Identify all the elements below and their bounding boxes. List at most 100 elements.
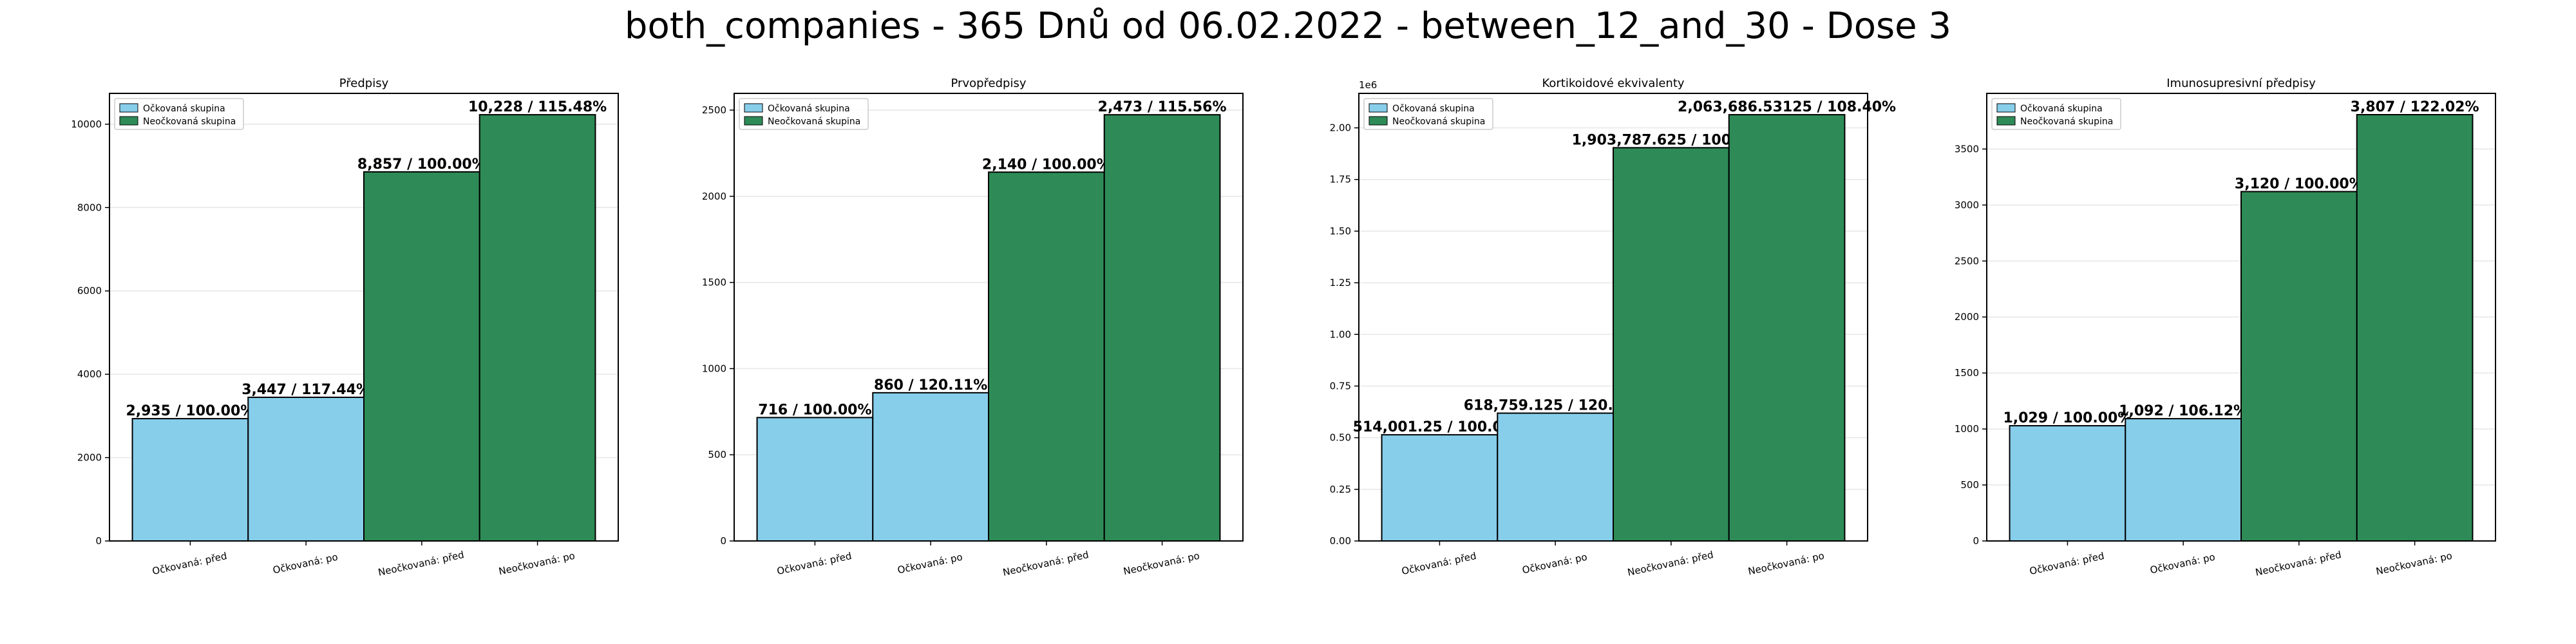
figure-title: both_companies - 365 Dnů od 06.02.2022 -… — [624, 5, 1952, 47]
x-tick-label: Očkovaná: před — [1401, 550, 1477, 577]
x-tick-label: Očkovaná: po — [272, 551, 339, 576]
bar — [131, 418, 249, 542]
legend-box — [114, 98, 244, 130]
x-tick-label: Neočkovaná: před — [2254, 549, 2342, 578]
data-label: 860 / 120.11% — [874, 377, 987, 393]
axes-frame — [109, 93, 619, 542]
legend-label: Očkovaná skupina — [1392, 104, 1475, 114]
legend-label: Očkovaná skupina — [143, 104, 225, 114]
bar — [247, 396, 365, 542]
bar — [478, 114, 596, 542]
y-tick-label: 1500 — [1955, 367, 1979, 379]
y-tick-label: 1.25 — [1330, 277, 1351, 289]
y-tick-label: 1500 — [702, 277, 726, 289]
y-tick-label: 0.50 — [1330, 432, 1351, 444]
axes-frame — [1358, 93, 1868, 542]
data-label: 1,092 / 106.12% — [2119, 403, 2248, 419]
legend-box — [1363, 98, 1493, 130]
data-label: 3,807 / 122.02% — [2351, 99, 2479, 115]
data-label: 2,063,686.53125 / 108.40% — [1678, 99, 1896, 115]
y-tick-label: 1.75 — [1330, 174, 1351, 185]
data-label: 3,120 / 100.00% — [2235, 176, 2363, 192]
y-tick-label: 2000 — [77, 452, 102, 464]
x-tick-label: Neočkovaná: po — [498, 550, 576, 578]
x-tick-label: Neočkovaná: před — [1001, 549, 1090, 578]
x-tick-label: Očkovaná: po — [1521, 551, 1588, 576]
y-tick-label: 2.00 — [1330, 122, 1351, 134]
y-tick-label: 1.00 — [1330, 328, 1351, 340]
y-tick-label: 0 — [1973, 535, 1979, 547]
data-label: 10,228 / 115.48% — [468, 99, 607, 115]
legend-swatch — [744, 103, 763, 113]
x-tick-label: Neočkovaná: po — [1747, 550, 1826, 578]
bar — [1497, 412, 1614, 542]
bar — [363, 171, 480, 542]
y-tick-label: 2500 — [702, 104, 726, 116]
y-tick-label: 0.75 — [1330, 380, 1351, 392]
data-label: 2,935 / 100.00% — [126, 403, 254, 419]
subplot-title: Imunosupresivní předpisy — [2166, 77, 2316, 90]
bar — [988, 171, 1105, 542]
legend-box — [739, 98, 869, 130]
legend-swatch — [1368, 116, 1388, 126]
legend-swatch — [1368, 103, 1388, 113]
legend-label: Neočkovaná skupina — [143, 117, 236, 127]
data-label: 3,447 / 117.44% — [242, 382, 370, 398]
data-label: 2,140 / 100.00% — [982, 156, 1111, 173]
y-tick-label: 1000 — [702, 363, 726, 374]
legend-swatch — [119, 103, 138, 113]
y-tick-label: 3000 — [1955, 199, 1979, 211]
x-tick-label: Očkovaná: před — [776, 550, 853, 577]
axes-frame — [1986, 93, 2496, 542]
subplot-title: Předpisy — [339, 77, 389, 90]
bar — [2356, 114, 2474, 542]
bar — [1103, 114, 1221, 542]
legend-label: Očkovaná skupina — [768, 104, 850, 114]
x-tick-label: Neočkovaná: po — [2375, 550, 2454, 578]
legend-swatch — [1996, 103, 2016, 113]
x-tick-label: Očkovaná: před — [151, 550, 228, 577]
y-axis-multiplier: 1e6 — [1359, 79, 1377, 91]
x-tick-label: Neočkovaná: před — [377, 549, 465, 578]
legend-box — [1991, 98, 2121, 130]
y-tick-label: 8000 — [77, 202, 102, 213]
bar — [2240, 191, 2358, 542]
subplot-title: Kortikoidové ekvivalenty — [1542, 77, 1684, 90]
data-label: 1,029 / 100.00% — [2003, 410, 2132, 426]
legend-swatch — [1996, 116, 2016, 126]
data-label: 2,473 / 115.56% — [1098, 99, 1227, 115]
y-tick-label: 1000 — [1955, 423, 1979, 435]
bar — [1613, 147, 1730, 542]
y-tick-label: 0 — [720, 535, 726, 547]
bar — [2125, 418, 2242, 542]
legend-label: Neočkovaná skupina — [2020, 117, 2113, 127]
data-label: 8,857 / 100.00% — [357, 156, 486, 173]
bar — [2009, 425, 2126, 542]
legend-swatch — [119, 116, 138, 126]
y-tick-label: 6000 — [77, 285, 102, 297]
bar — [872, 392, 990, 542]
x-tick-label: Neočkovaná: před — [1626, 549, 1714, 578]
y-tick-label: 500 — [708, 449, 726, 460]
legend-label: Neočkovaná skupina — [768, 117, 860, 127]
legend-label: Neočkovaná skupina — [1392, 117, 1485, 127]
bar — [1728, 114, 1846, 542]
axes-frame — [734, 93, 1244, 542]
x-tick-label: Očkovaná: před — [2029, 550, 2105, 577]
y-tick-label: 10000 — [71, 118, 102, 130]
x-tick-label: Neočkovaná: po — [1122, 550, 1201, 578]
x-tick-label: Očkovaná: po — [896, 551, 963, 576]
y-tick-label: 0 — [95, 535, 102, 547]
bar — [1381, 434, 1499, 542]
y-tick-label: 1.50 — [1330, 225, 1351, 237]
y-tick-label: 500 — [1960, 479, 1979, 491]
legend-swatch — [744, 116, 763, 126]
y-tick-label: 2500 — [1955, 255, 1979, 267]
x-tick-label: Očkovaná: po — [2149, 551, 2216, 576]
y-tick-label: 3500 — [1955, 143, 1979, 155]
subplot-title: Prvopředpisy — [951, 77, 1027, 90]
y-tick-label: 2000 — [702, 191, 726, 202]
y-tick-label: 2000 — [1955, 311, 1979, 323]
y-tick-label: 0.25 — [1330, 484, 1351, 495]
